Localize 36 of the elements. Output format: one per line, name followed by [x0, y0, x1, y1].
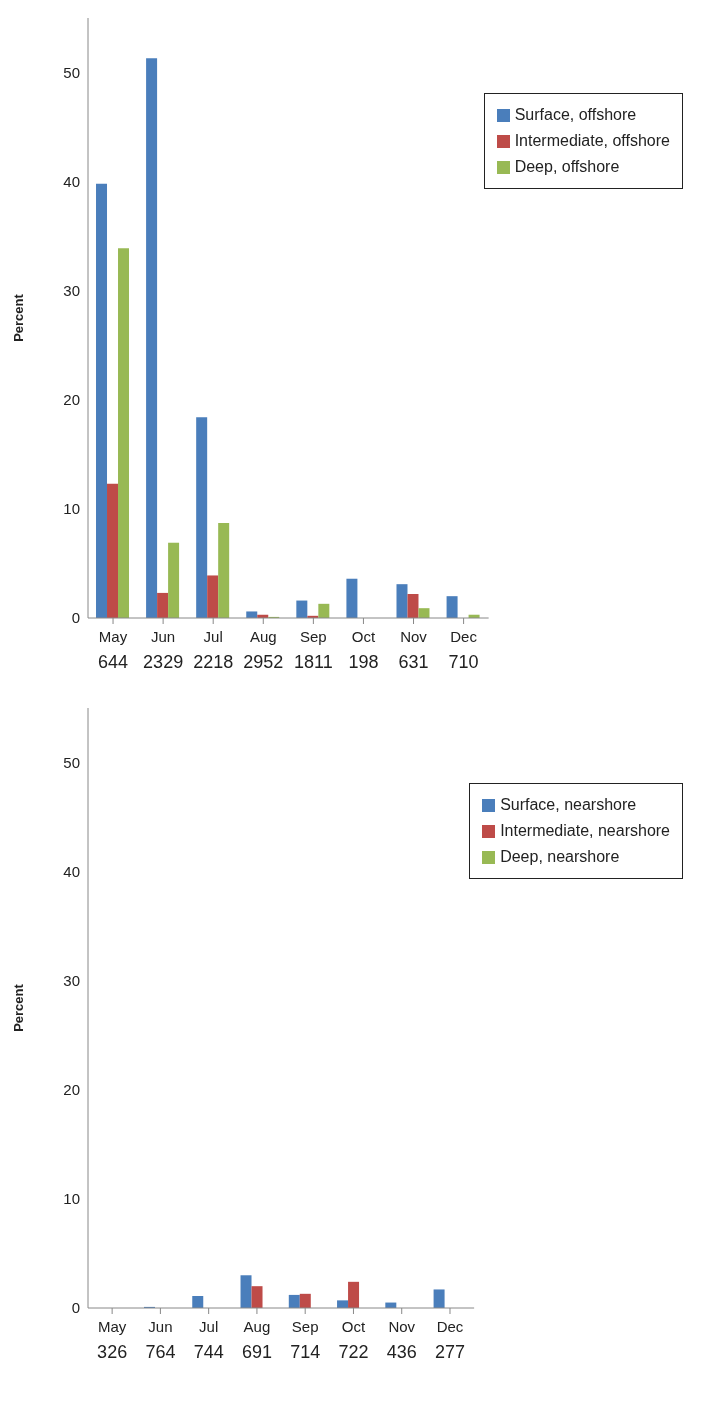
x-tick-label: Nov 631	[398, 628, 429, 672]
y-tick-label: 50	[63, 753, 80, 771]
x-tick-label: Dec 710	[448, 628, 479, 672]
x-tick-label: Sep 1811	[294, 628, 333, 672]
x-tick-label: Dec 277	[434, 1318, 466, 1362]
y-axis-title: Percent	[10, 293, 26, 342]
legend-label: Surface, offshore	[514, 105, 637, 125]
x-tick-label: May 326	[97, 1318, 128, 1362]
legend-label: Intermediate, offshore	[514, 131, 670, 151]
y-tick-label: 30	[63, 972, 80, 990]
x-tick-label: Jul 744	[193, 1318, 224, 1362]
x-tick-label: Jul 2218	[193, 628, 234, 672]
y-tick-label: 50	[63, 63, 80, 81]
y-tick-label: 0	[71, 609, 80, 627]
x-tick-label: Nov 436	[386, 1318, 417, 1362]
x-tick-label: Jun 764	[145, 1318, 176, 1362]
legend-label: Intermediate, nearshore	[500, 821, 670, 841]
y-tick-label: 20	[63, 391, 80, 409]
legend-label: Surface, nearshore	[500, 795, 637, 815]
legend-label: Deep, offshore	[514, 157, 620, 177]
x-tick-label: Aug 2952	[243, 628, 284, 672]
y-tick-label: 40	[63, 862, 80, 880]
y-tick-label: 40	[63, 172, 80, 190]
y-tick-label: 30	[63, 282, 80, 300]
y-tick-label: 10	[63, 1190, 80, 1208]
y-tick-label: 20	[63, 1081, 80, 1099]
x-tick-label: Jun 2329	[143, 628, 184, 672]
y-tick-label: 10	[63, 500, 80, 518]
legend-label: Deep, nearshore	[500, 847, 620, 867]
x-tick-label: Oct 198	[348, 628, 379, 672]
x-tick-label: Aug 691	[241, 1318, 272, 1362]
y-tick-label: 0	[71, 1299, 80, 1317]
x-tick-label: Sep 714	[290, 1318, 321, 1362]
y-axis-title: Percent	[10, 983, 26, 1032]
x-tick-label: Oct 722	[338, 1318, 369, 1362]
x-tick-label: May 644	[98, 628, 129, 672]
